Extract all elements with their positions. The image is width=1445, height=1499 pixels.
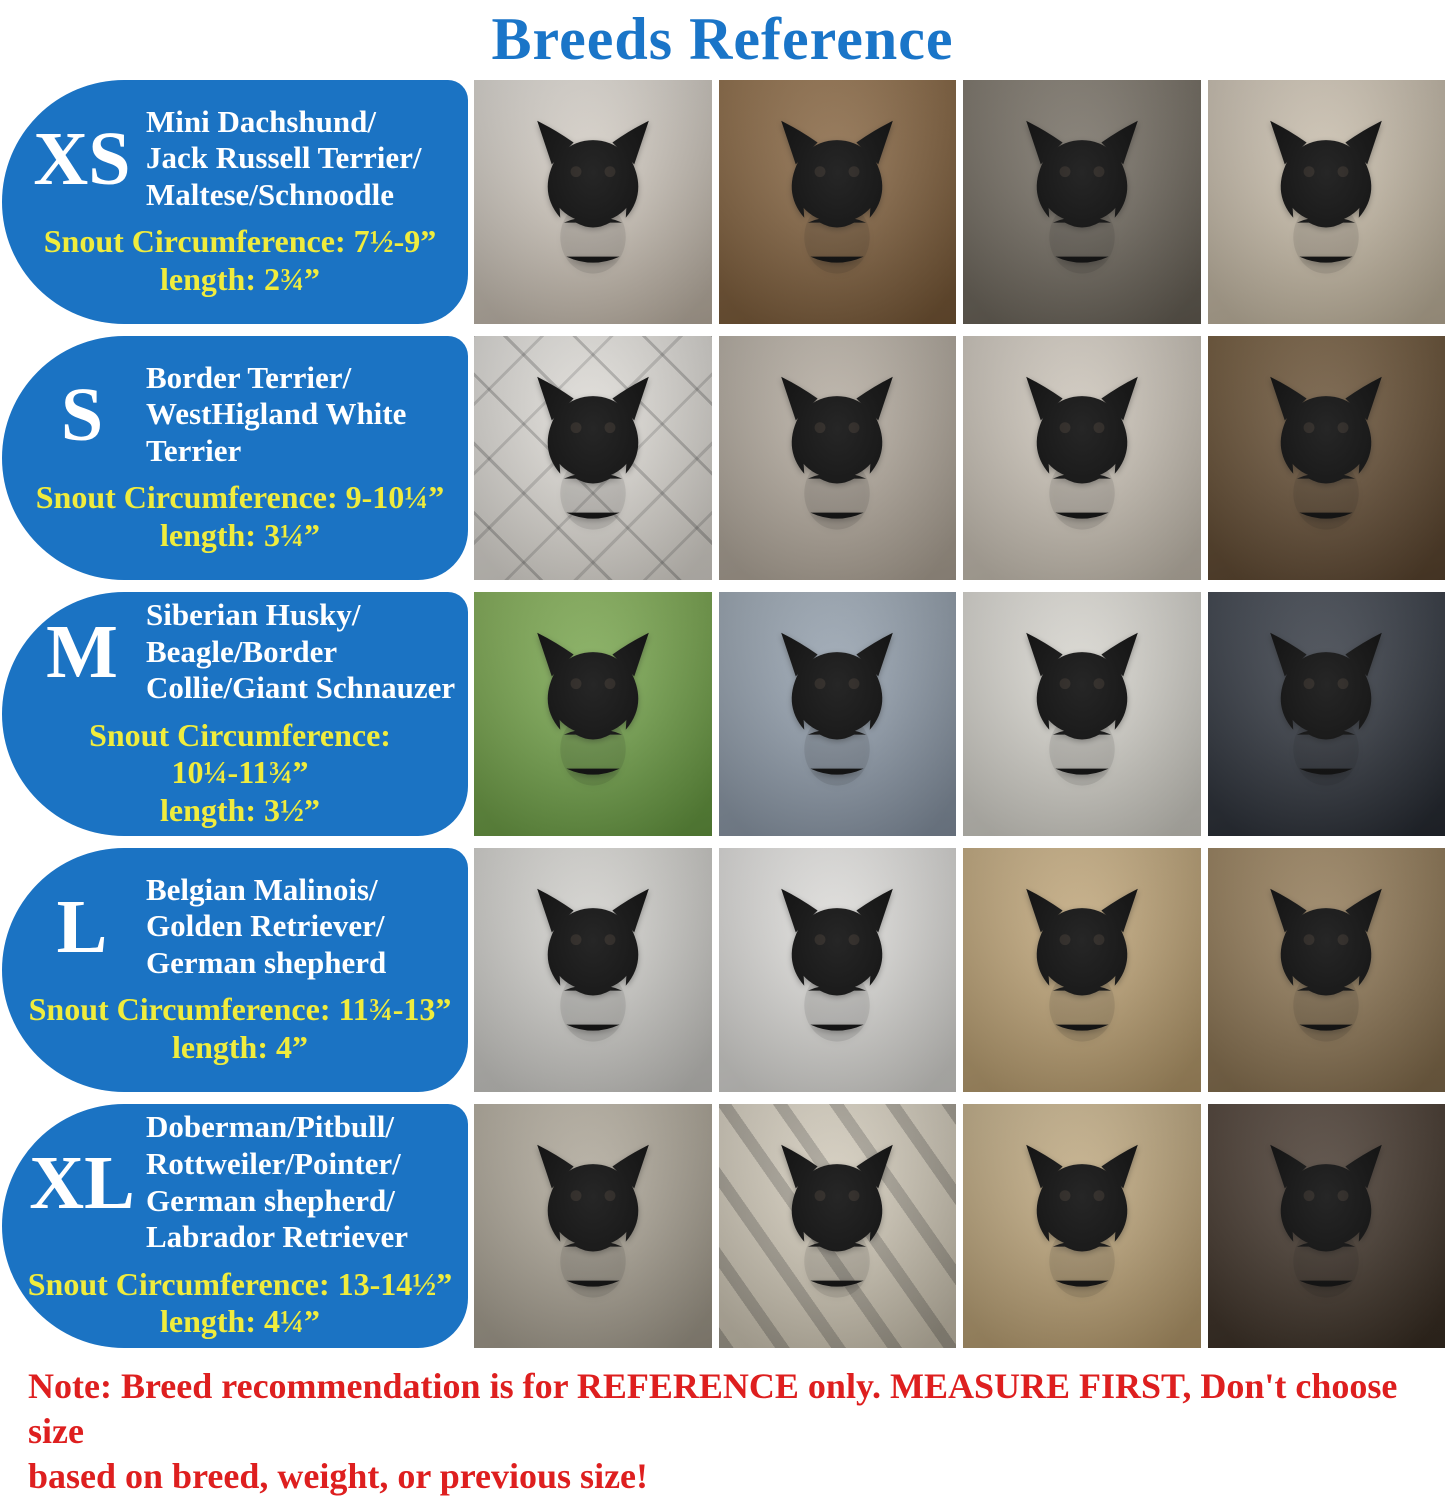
dog-photo [719,336,957,580]
size-row-xl: XL Doberman/Pitbull/ Rottweiler/Pointer/… [2,1104,1445,1348]
muzzle-length: length: 2¾” [18,261,462,298]
dog-photo [474,80,712,324]
breed-list: Doberman/Pitbull/ Rottweiler/Pointer/ Ge… [146,1109,462,1255]
note-text: Note: Breed recommendation is for REFERE… [28,1364,1415,1499]
muzzle-length: length: 3¼” [18,517,462,554]
dog-face-icon [1006,1135,1158,1317]
dog-photo [474,1104,712,1348]
dog-photo [474,848,712,1092]
photo-strip [474,80,1445,324]
breed-list: Siberian Husky/ Beagle/Border Collie/Gia… [146,597,462,707]
dog-photo [719,1104,957,1348]
dog-photo [719,592,957,836]
photo-strip [474,848,1445,1092]
photo-strip [474,1104,1445,1348]
page-title: Breeds Reference [0,2,1445,80]
dog-face-icon [517,623,669,805]
size-pill-m: M Siberian Husky/ Beagle/Border Collie/G… [2,592,468,836]
dog-photo [474,592,712,836]
dog-photo [1208,848,1445,1092]
dog-face-icon [1250,367,1402,549]
snout-circumference: Snout Circumference: 13-14½” [18,1266,462,1303]
size-letter: XL [18,1145,146,1221]
dog-face-icon [761,879,913,1061]
dog-face-icon [1250,1135,1402,1317]
size-letter: S [18,377,146,453]
dog-face-icon [761,367,913,549]
size-row-l: L Belgian Malinois/ Golden Retriever/ Ge… [2,848,1445,1092]
photo-strip [474,592,1445,836]
dog-photo [963,592,1201,836]
dog-face-icon [517,367,669,549]
dog-face-icon [1250,879,1402,1061]
dog-face-icon [1250,623,1402,805]
size-letter: XS [18,121,146,197]
size-pill-xs: XS Mini Dachshund/ Jack Russell Terrier/… [2,80,468,324]
dog-face-icon [517,111,669,293]
dog-photo [1208,1104,1445,1348]
snout-circumference: Snout Circumference: 11¾-13” [18,991,462,1028]
muzzle-length: length: 4” [18,1029,462,1066]
dog-photo [963,80,1201,324]
snout-circumference: Snout Circumference: 7½-9” [18,223,462,260]
dog-photo [1208,336,1445,580]
dog-face-icon [1006,623,1158,805]
size-pill-s: S Border Terrier/ WestHigland White Terr… [2,336,468,580]
dog-face-icon [761,1135,913,1317]
dog-photo [719,848,957,1092]
dog-face-icon [517,879,669,1061]
dog-face-icon [761,623,913,805]
dog-photo [1208,592,1445,836]
dog-photo [474,336,712,580]
snout-circumference: Snout Circumference: 9-10¼” [18,479,462,516]
dog-photo [963,848,1201,1092]
dog-photo [719,80,957,324]
size-row-s: S Border Terrier/ WestHigland White Terr… [2,336,1445,580]
muzzle-length: length: 4¼” [18,1303,462,1340]
dog-face-icon [761,111,913,293]
dog-face-icon [517,1135,669,1317]
dog-face-icon [1006,879,1158,1061]
breed-list: Mini Dachshund/ Jack Russell Terrier/ Ma… [146,104,462,214]
size-pill-xl: XL Doberman/Pitbull/ Rottweiler/Pointer/… [2,1104,468,1348]
dog-photo [1208,80,1445,324]
size-letter: L [18,889,146,965]
dog-face-icon [1006,367,1158,549]
dog-photo [963,336,1201,580]
dog-photo [963,1104,1201,1348]
size-pill-l: L Belgian Malinois/ Golden Retriever/ Ge… [2,848,468,1092]
dog-face-icon [1250,111,1402,293]
muzzle-length: length: 3½” [18,792,462,829]
size-row-xs: XS Mini Dachshund/ Jack Russell Terrier/… [2,80,1445,324]
dog-face-icon [1006,111,1158,293]
breed-list: Border Terrier/ WestHigland White Terrie… [146,360,462,470]
breed-list: Belgian Malinois/ Golden Retriever/ Germ… [146,872,462,982]
snout-circumference: Snout Circumference: 10¼-11¾” [18,717,462,792]
size-row-m: M Siberian Husky/ Beagle/Border Collie/G… [2,592,1445,836]
photo-strip [474,336,1445,580]
size-letter: M [18,614,146,690]
